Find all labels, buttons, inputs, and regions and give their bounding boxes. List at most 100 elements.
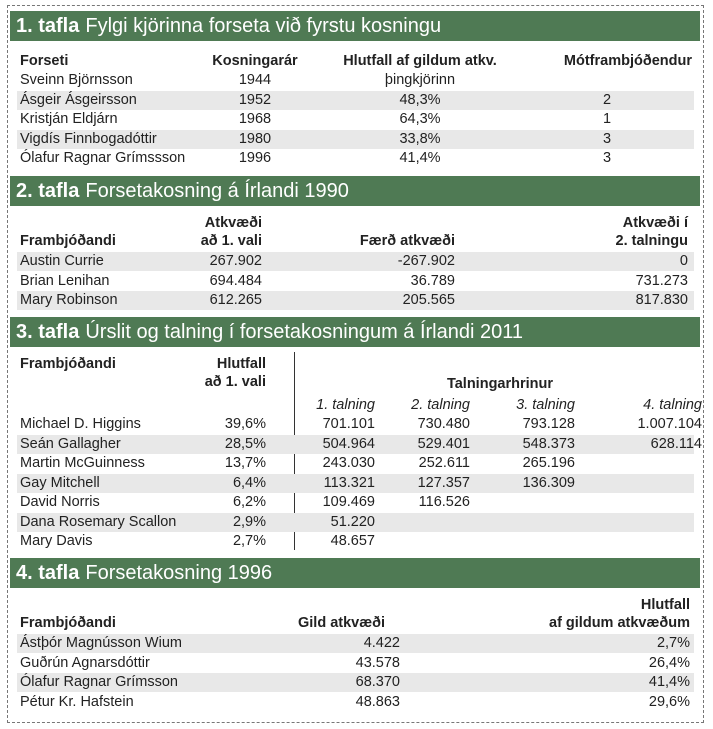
t3-round4: 1.007.104 <box>637 416 702 432</box>
t2-second: 0 <box>679 253 688 269</box>
t4-valid: 4.422 <box>363 635 400 651</box>
t1-name: Vigdís Finnbogadóttir <box>20 130 157 147</box>
table-row: Guðrún Agnarsdóttir 43.578 26,4% <box>17 654 694 673</box>
round-label: 2. talning <box>411 397 470 413</box>
t3-round1: 701.101 <box>322 416 375 432</box>
t3-round2: 116.526 <box>418 494 470 510</box>
t3-share: 6,2% <box>232 494 266 510</box>
t3-name: Martin McGuinness <box>20 455 145 471</box>
t4-valid: 48.863 <box>355 693 400 710</box>
table1-heading: Fylgi kjörinna forseta við fyrstu kosnin… <box>85 15 442 37</box>
t3-name: Gay Mitchell <box>20 474 100 491</box>
t1-header-share: Hlutfall af gildum atkv. <box>343 53 497 69</box>
table-row: Martin McGuinness 13,7% 243.030 252.611 265.… <box>17 454 694 473</box>
t1-year: 1980 <box>238 130 272 147</box>
table-row: Kristján Eldjárn 1968 64,3% 1 <box>17 110 694 129</box>
table1-title: 1. tafla Fylgi kjörinna forseta við fyrst… <box>10 11 700 41</box>
t3-round1: 243.030 <box>322 455 375 471</box>
t3-round1: 113.321 <box>323 474 375 491</box>
t1-opponents: 1 <box>602 111 612 127</box>
table-row: Mary Davis 2,7% 48.657 <box>17 532 694 551</box>
t1-year: 1968 <box>238 111 272 127</box>
t4-share: 2,7% <box>656 635 690 651</box>
t3-share: 28,5% <box>224 435 266 452</box>
t1-share: 48,3% <box>399 91 441 108</box>
t2-header-first-a: Atkvæði <box>204 215 262 231</box>
t3-round3: 548.373 <box>522 435 575 452</box>
t1-opponents: 2 <box>602 91 612 108</box>
t2-name: Austin Currie <box>20 253 104 269</box>
t3-share: 2,7% <box>232 533 266 549</box>
t4-header-candidate: Frambjóðandi <box>20 615 116 631</box>
t4-name: Pétur Kr. Hafstein <box>20 693 134 710</box>
table-row: Ásgeir Ásgeirsson 1952 48,3% 2 <box>17 90 694 110</box>
t2-first: 612.265 <box>209 292 262 308</box>
t3-round2: 127.357 <box>417 474 470 491</box>
page-frame <box>7 5 704 723</box>
table3-title: 3. tafla Úrslit og talning í forsetakosni… <box>10 317 700 347</box>
t3-header-share-b: að 1. vali <box>204 374 266 390</box>
table-row: Mary Robinson 612.265 205.565 817.830 <box>17 291 694 310</box>
t2-header-first-b: að 1. vali <box>200 233 262 249</box>
t2-transfer: -267.902 <box>397 253 455 269</box>
t1-year: 1952 <box>238 91 272 108</box>
table4-title: 4. tafla Forsetakosning 1996 <box>10 558 700 588</box>
table-row: Ólafur Ragnar Grímsson 68.370 41,4% <box>17 673 694 692</box>
t3-share: 2,9% <box>232 513 266 530</box>
table-row: Gay Mitchell 6,4% 113.321 127.357 136.309 <box>17 473 694 493</box>
t3-name: Seán Gallagher <box>20 435 121 452</box>
t4-name: Ólafur Ragnar Grímsson <box>20 674 178 690</box>
t1-name: Ásgeir Ásgeirsson <box>20 91 137 108</box>
t1-share: þingkjörinn <box>384 72 456 88</box>
t2-transfer: 205.565 <box>402 292 455 308</box>
t3-round1: 504.964 <box>322 435 375 452</box>
table-row: David Norris 6,2% 109.469 116.526 <box>17 493 694 512</box>
table-row: Dana Rosemary Scallon 2,9% 51.220 <box>17 512 694 532</box>
t3-round3: 136.309 <box>522 474 575 491</box>
t4-header-share-a: Hlutfall <box>640 597 690 613</box>
t1-name: Ólafur Ragnar Grímssson <box>20 150 186 166</box>
t3-round3: 793.128 <box>522 416 575 432</box>
t1-name: Kristján Eldjárn <box>20 111 118 127</box>
t3-round1: 51.220 <box>330 513 375 530</box>
t1-share: 64,3% <box>399 111 441 127</box>
t3-share: 6,4% <box>232 474 266 491</box>
t1-opponents: 3 <box>602 150 612 166</box>
t2-name: Brian Lenihan <box>20 272 110 289</box>
t3-name: Dana Rosemary Scallon <box>20 513 177 530</box>
table2-title: 2. tafla Forsetakosning á Írlandi 1990 <box>10 176 700 206</box>
t3-round4: 628.114 <box>650 435 702 452</box>
table-row: Austin Currie 267.902 -267.902 0 <box>17 252 694 271</box>
table-row: Vigdís Finnbogadóttir 1980 33,8% 3 <box>17 129 694 149</box>
t1-year: 1996 <box>238 150 272 166</box>
table-row: Seán Gallagher 28,5% 504.964 529.401 548.373… <box>17 434 702 454</box>
t1-header-president: Forseti <box>20 53 69 69</box>
t2-header-second-a: Atkvæði í <box>622 215 688 231</box>
t3-header-share-a: Hlutfall <box>216 356 266 372</box>
t3-name: Mary Davis <box>20 533 93 549</box>
round-label: 4. talning <box>643 397 702 413</box>
table4-heading: Forsetakosning 1996 <box>85 562 273 584</box>
t3-round2: 529.401 <box>417 435 470 452</box>
t3-name: David Norris <box>20 494 100 510</box>
round-label: 1. talning <box>316 397 375 413</box>
t4-name: Ástþór Magnússon Wium <box>20 635 182 651</box>
t2-transfer: 36.789 <box>410 272 455 289</box>
t2-first: 694.484 <box>209 272 262 289</box>
table4-number: 4. tafla <box>16 562 80 584</box>
t4-valid: 68.370 <box>355 674 400 690</box>
table-row: Brian Lenihan 694.484 36.789 731.273 <box>17 272 694 291</box>
t4-share: 26,4% <box>648 654 690 671</box>
t1-year: 1944 <box>238 72 272 88</box>
table3-number: 3. tafla <box>16 321 80 343</box>
t4-share: 41,4% <box>648 674 690 690</box>
t3-share: 39,6% <box>224 416 266 432</box>
t3-round1: 109.469 <box>322 494 375 510</box>
t3-round2: 730.480 <box>417 416 470 432</box>
t4-header-share-b: af gildum atkvæðum <box>549 615 690 631</box>
t3-header-candidate: Frambjóðandi <box>20 356 116 372</box>
t1-header-opponents: Mótframbjóðendur <box>563 53 692 69</box>
t3-round1: 48.657 <box>330 533 375 549</box>
t2-second: 817.830 <box>635 292 688 308</box>
t1-share: 33,8% <box>399 130 441 147</box>
